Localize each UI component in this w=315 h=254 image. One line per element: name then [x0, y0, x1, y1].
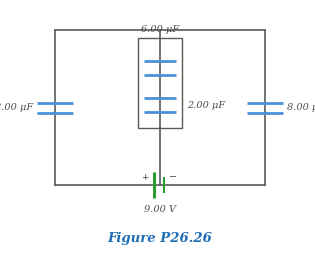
Text: +: + [141, 172, 149, 182]
Text: 6.00 μF: 6.00 μF [141, 25, 179, 34]
Text: Figure P26.26: Figure P26.26 [107, 232, 212, 245]
Text: 8.00 μF: 8.00 μF [287, 103, 315, 112]
Text: 2.00 μF: 2.00 μF [187, 101, 225, 109]
Text: 9.00 V: 9.00 V [144, 205, 176, 214]
Text: −: − [169, 172, 177, 182]
Bar [138, 38, 182, 128]
Text: 8.00 μF: 8.00 μF [0, 103, 33, 112]
